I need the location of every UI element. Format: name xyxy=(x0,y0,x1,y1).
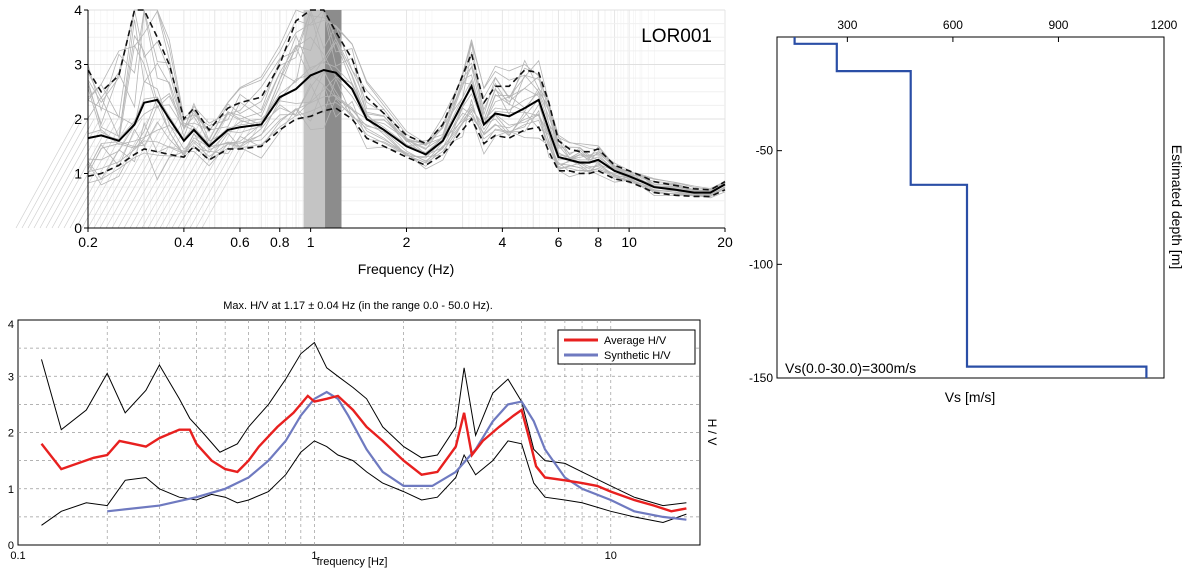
y-tick-label: 3 xyxy=(8,371,14,383)
x-tick-label: 6 xyxy=(555,234,563,250)
x-tick-label: 0.1 xyxy=(10,550,25,562)
y-tick-label: -50 xyxy=(756,144,774,158)
y-tick-label: 4 xyxy=(74,2,82,18)
panel-c-axes: 300 600 900 1200 -50 -100 -150 xyxy=(749,18,1178,385)
x-tick-label: 1200 xyxy=(1151,18,1178,32)
y-tick-label: 3 xyxy=(74,57,82,73)
panel-a-window-curves xyxy=(87,8,726,199)
upper-std-line xyxy=(41,341,687,507)
hatch-line xyxy=(183,118,245,229)
window-curve xyxy=(87,10,726,192)
hatch-line xyxy=(201,118,263,229)
x-tick-label: 2 xyxy=(403,234,411,250)
y-tick-label: 2 xyxy=(74,111,82,127)
hatch-line xyxy=(159,118,221,229)
x-tick-label: 900 xyxy=(1048,18,1068,32)
panel-b: Max. H/V at 1.17 ± 0.04 Hz (in the range… xyxy=(8,300,719,568)
legend-label-synthetic: Synthetic H/V xyxy=(604,350,671,362)
hatch-line xyxy=(27,118,89,229)
hatch-line xyxy=(81,118,143,229)
panel-a-x-axis-label: Frequency (Hz) xyxy=(358,261,454,277)
panel-b-axes: 0.1 1 10 0 1 2 3 4 xyxy=(8,319,617,562)
hatch-line xyxy=(15,118,77,229)
x-tick-label: 0.8 xyxy=(270,234,290,250)
x-tick-label: 600 xyxy=(943,18,963,32)
x-tick-label: 8 xyxy=(594,234,602,250)
hatch-line xyxy=(195,118,257,229)
panel-a-lines xyxy=(87,9,726,198)
hatch-line xyxy=(51,118,113,229)
panel-b-legend: Average H/V Synthetic H/V xyxy=(557,329,696,365)
x-tick-label: 0.2 xyxy=(78,234,98,250)
legend-label-average: Average H/V xyxy=(604,335,667,347)
panel-a: 0.2 0.4 0.6 0.8 1 2 4 6 8 10 20 0 1 2 3 4 LOR001 Freque… xyxy=(15,2,733,277)
panel-a-axes: 0.2 0.4 0.6 0.8 1 2 4 6 8 10 20 0 1 2 3 4 xyxy=(74,2,733,250)
x-tick-label: 0.6 xyxy=(230,234,250,250)
x-tick-label: 300 xyxy=(837,18,857,32)
hatch-line xyxy=(111,118,173,229)
legend-box xyxy=(557,329,696,365)
hatch-line xyxy=(87,118,149,229)
x-tick-label: 0.4 xyxy=(174,234,194,250)
x-tick-label: 1 xyxy=(307,234,315,250)
panel-a-peak-band xyxy=(303,10,342,228)
lower-std-line xyxy=(41,440,687,526)
panel-b-lines xyxy=(40,341,687,526)
x-tick-label: 1 xyxy=(311,550,317,562)
panel-c-lines xyxy=(793,37,1148,378)
y-tick-label: 0 xyxy=(74,220,82,236)
window-curve xyxy=(87,13,726,193)
panel-b-title: Max. H/V at 1.17 ± 0.04 Hz (in the range… xyxy=(223,300,493,312)
panel-b-plot-area xyxy=(17,319,701,546)
y-tick-label: -100 xyxy=(749,257,773,271)
x-tick-label: 4 xyxy=(498,234,506,250)
hatch-line xyxy=(171,118,233,229)
panel-b-x-axis-label: frequency [Hz] xyxy=(317,556,388,568)
y-tick-label: 4 xyxy=(8,319,14,331)
hatch-line xyxy=(177,118,239,229)
hatch-line xyxy=(189,118,251,229)
x-tick-label: 10 xyxy=(605,550,617,562)
window-curve xyxy=(87,97,726,199)
panel-a-annotation: LOR001 xyxy=(641,26,712,47)
y-tick-label: 1 xyxy=(74,166,82,182)
lower-std-line xyxy=(87,107,726,198)
window-curve xyxy=(87,76,726,196)
hatch-line xyxy=(75,118,137,229)
panel-c: 300 600 900 1200 -50 -100 -150 Vs(0.0-30.0)=30… xyxy=(749,18,1185,405)
y-tick-label: 0 xyxy=(8,540,14,552)
window-curve xyxy=(87,102,726,197)
hatch-line xyxy=(153,118,215,229)
y-tick-label: 2 xyxy=(8,428,14,440)
average-hv-line xyxy=(40,394,687,513)
hatch-line xyxy=(33,118,95,229)
window-curve xyxy=(87,9,726,190)
y-tick-label: 1 xyxy=(8,484,14,496)
vs-profile-line xyxy=(793,37,1148,378)
panel-c-plot-area xyxy=(776,36,1165,379)
x-tick-label: 10 xyxy=(621,234,637,250)
hatch-line xyxy=(105,118,167,229)
mean-hv-line xyxy=(87,68,726,194)
hatch-line xyxy=(21,118,83,229)
hatch-line xyxy=(99,118,161,229)
x-tick-label: 20 xyxy=(717,234,733,250)
upper-std-line xyxy=(87,9,726,191)
panel-c-annotation: Vs(0.0-30.0)=300m/s xyxy=(785,360,916,376)
window-curve xyxy=(87,69,726,197)
panel-c-y-axis-label: Estimated depth [m] xyxy=(1169,145,1185,270)
y-tick-label: -150 xyxy=(749,371,773,385)
panel-c-x-axis-label: Vs [m/s] xyxy=(945,389,996,405)
hatch-line xyxy=(129,118,191,229)
hatch-line xyxy=(123,118,185,229)
panel-b-y-axis-label: H / V xyxy=(705,419,719,446)
